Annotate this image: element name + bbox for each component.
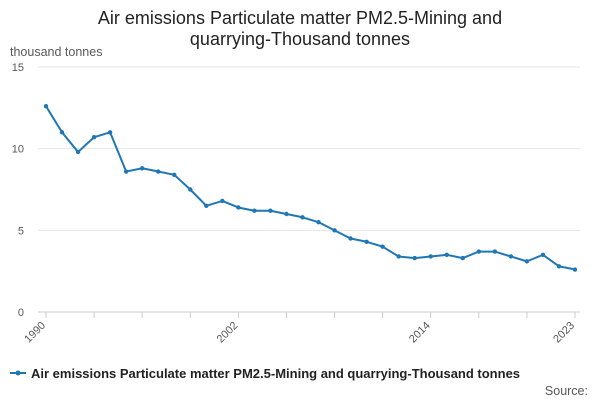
data-point-1999[interactable] xyxy=(188,187,193,192)
data-point-2004[interactable] xyxy=(268,208,273,213)
chart-title-line-1: Air emissions Particulate matter PM2.5-M… xyxy=(98,8,502,28)
data-point-2007[interactable] xyxy=(316,219,321,225)
y-axis-label: thousand tonnes xyxy=(10,45,102,59)
data-point-2005[interactable] xyxy=(284,211,289,217)
data-point-2013[interactable] xyxy=(412,255,417,261)
data-point-1995[interactable] xyxy=(123,169,129,174)
data-point-2019[interactable] xyxy=(508,254,514,259)
x-axis-ticks: 1990 2002 2014 2023 xyxy=(22,312,577,345)
series-line-0 xyxy=(45,105,576,271)
data-point-2002[interactable] xyxy=(236,205,241,210)
y-tick-label-10: 10 xyxy=(12,144,24,156)
data-point-2018[interactable] xyxy=(492,249,498,254)
legend-marker-swatch xyxy=(15,370,21,376)
data-point-2023[interactable] xyxy=(572,267,578,272)
data-point-1996[interactable] xyxy=(139,166,145,171)
legend[interactable]: Air emissions Particulate matter PM2.5-M… xyxy=(10,366,520,381)
y-tick-label-0: 0 xyxy=(18,307,24,319)
data-point-2016[interactable] xyxy=(460,255,465,261)
legend-label: Air emissions Particulate matter PM2.5-M… xyxy=(31,366,520,381)
data-point-2008[interactable] xyxy=(332,228,337,233)
data-point-2009[interactable] xyxy=(348,236,353,241)
data-point-2020[interactable] xyxy=(524,259,530,264)
data-point-2011[interactable] xyxy=(380,244,385,249)
data-point-2015[interactable] xyxy=(444,252,449,258)
x-tick-label-2014: 2014 xyxy=(407,320,433,346)
data-point-2017[interactable] xyxy=(476,249,482,254)
source-label: Source: xyxy=(545,384,588,398)
x-tick-label-1990: 1990 xyxy=(22,320,48,346)
data-point-1991[interactable] xyxy=(59,130,65,135)
data-point-2010[interactable] xyxy=(364,239,369,244)
data-point-2003[interactable] xyxy=(252,208,257,213)
data-point-2006[interactable] xyxy=(300,215,305,220)
y-axis-ticks: 0 5 10 15 xyxy=(12,62,24,319)
data-point-1992[interactable] xyxy=(75,149,81,155)
x-tick-label-2023: 2023 xyxy=(551,320,577,346)
data-point-1993[interactable] xyxy=(91,135,97,140)
data-point-1994[interactable] xyxy=(107,130,113,135)
data-point-1998[interactable] xyxy=(172,172,177,177)
data-point-2012[interactable] xyxy=(396,254,401,259)
x-tick-label-2002: 2002 xyxy=(215,320,241,346)
data-point-2001[interactable] xyxy=(220,198,225,204)
data-point-2000[interactable] xyxy=(204,203,209,209)
data-point-1997[interactable] xyxy=(156,169,161,174)
chart-title-line-2: quarrying-Thousand tonnes xyxy=(190,29,410,49)
gridlines xyxy=(38,66,580,231)
y-tick-label-15: 15 xyxy=(12,62,24,74)
series-layer xyxy=(43,104,578,272)
y-tick-label-5: 5 xyxy=(18,225,24,237)
data-point-2014[interactable] xyxy=(428,254,433,259)
data-point-2021[interactable] xyxy=(540,252,546,258)
data-point-1990[interactable] xyxy=(43,104,49,109)
data-point-2022[interactable] xyxy=(556,264,562,269)
